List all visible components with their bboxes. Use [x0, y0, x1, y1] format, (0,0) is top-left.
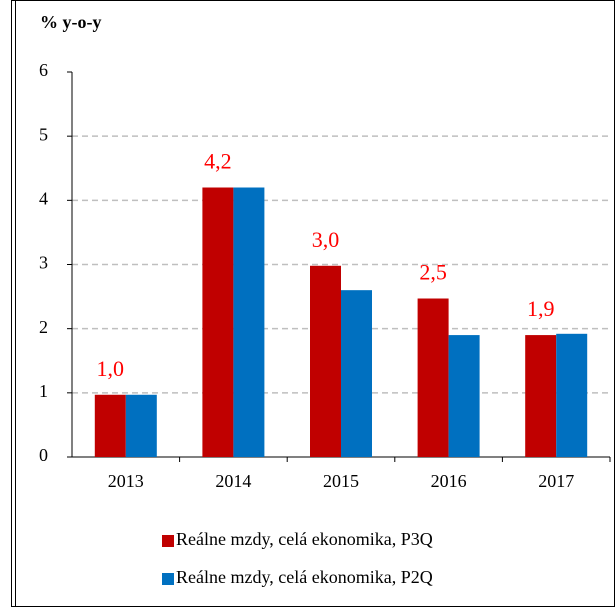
x-tick-label: 2015: [323, 471, 359, 491]
y-tick-label: 3: [39, 253, 48, 273]
bar: [202, 187, 234, 457]
value-label: 2,5: [419, 260, 447, 285]
value-label: 4,2: [204, 149, 232, 174]
y-tick-label: 1: [39, 381, 48, 401]
bar: [310, 265, 341, 457]
bar: [94, 394, 126, 457]
x-tick-label: 2013: [108, 471, 144, 491]
bar: [448, 335, 480, 457]
bar: [341, 290, 372, 457]
x-tick-label: 2017: [538, 471, 574, 491]
bar: [525, 335, 557, 457]
legend-label: Reálne mzdy, celá ekonomika, P3Q: [176, 529, 433, 549]
legend-swatch: [162, 535, 174, 547]
y-axis-label: % y-o-y: [40, 12, 102, 32]
bar: [125, 394, 157, 457]
bar: [417, 298, 449, 457]
x-tick-label: 2014: [215, 471, 251, 491]
bar: [233, 187, 265, 457]
value-label: 3,0: [312, 227, 340, 252]
y-tick-label: 0: [39, 445, 48, 465]
legend-swatch: [162, 573, 174, 585]
value-label: 1,0: [97, 356, 125, 381]
y-tick-label: 5: [39, 124, 48, 144]
y-tick-label: 6: [39, 60, 48, 80]
bar: [556, 333, 588, 457]
y-tick-label: 4: [39, 188, 48, 208]
y-tick-label: 2: [39, 317, 48, 337]
value-label: 1,9: [527, 296, 555, 321]
legend-label: Reálne mzdy, celá ekonomika, P2Q: [176, 567, 433, 587]
x-tick-label: 2016: [431, 471, 467, 491]
